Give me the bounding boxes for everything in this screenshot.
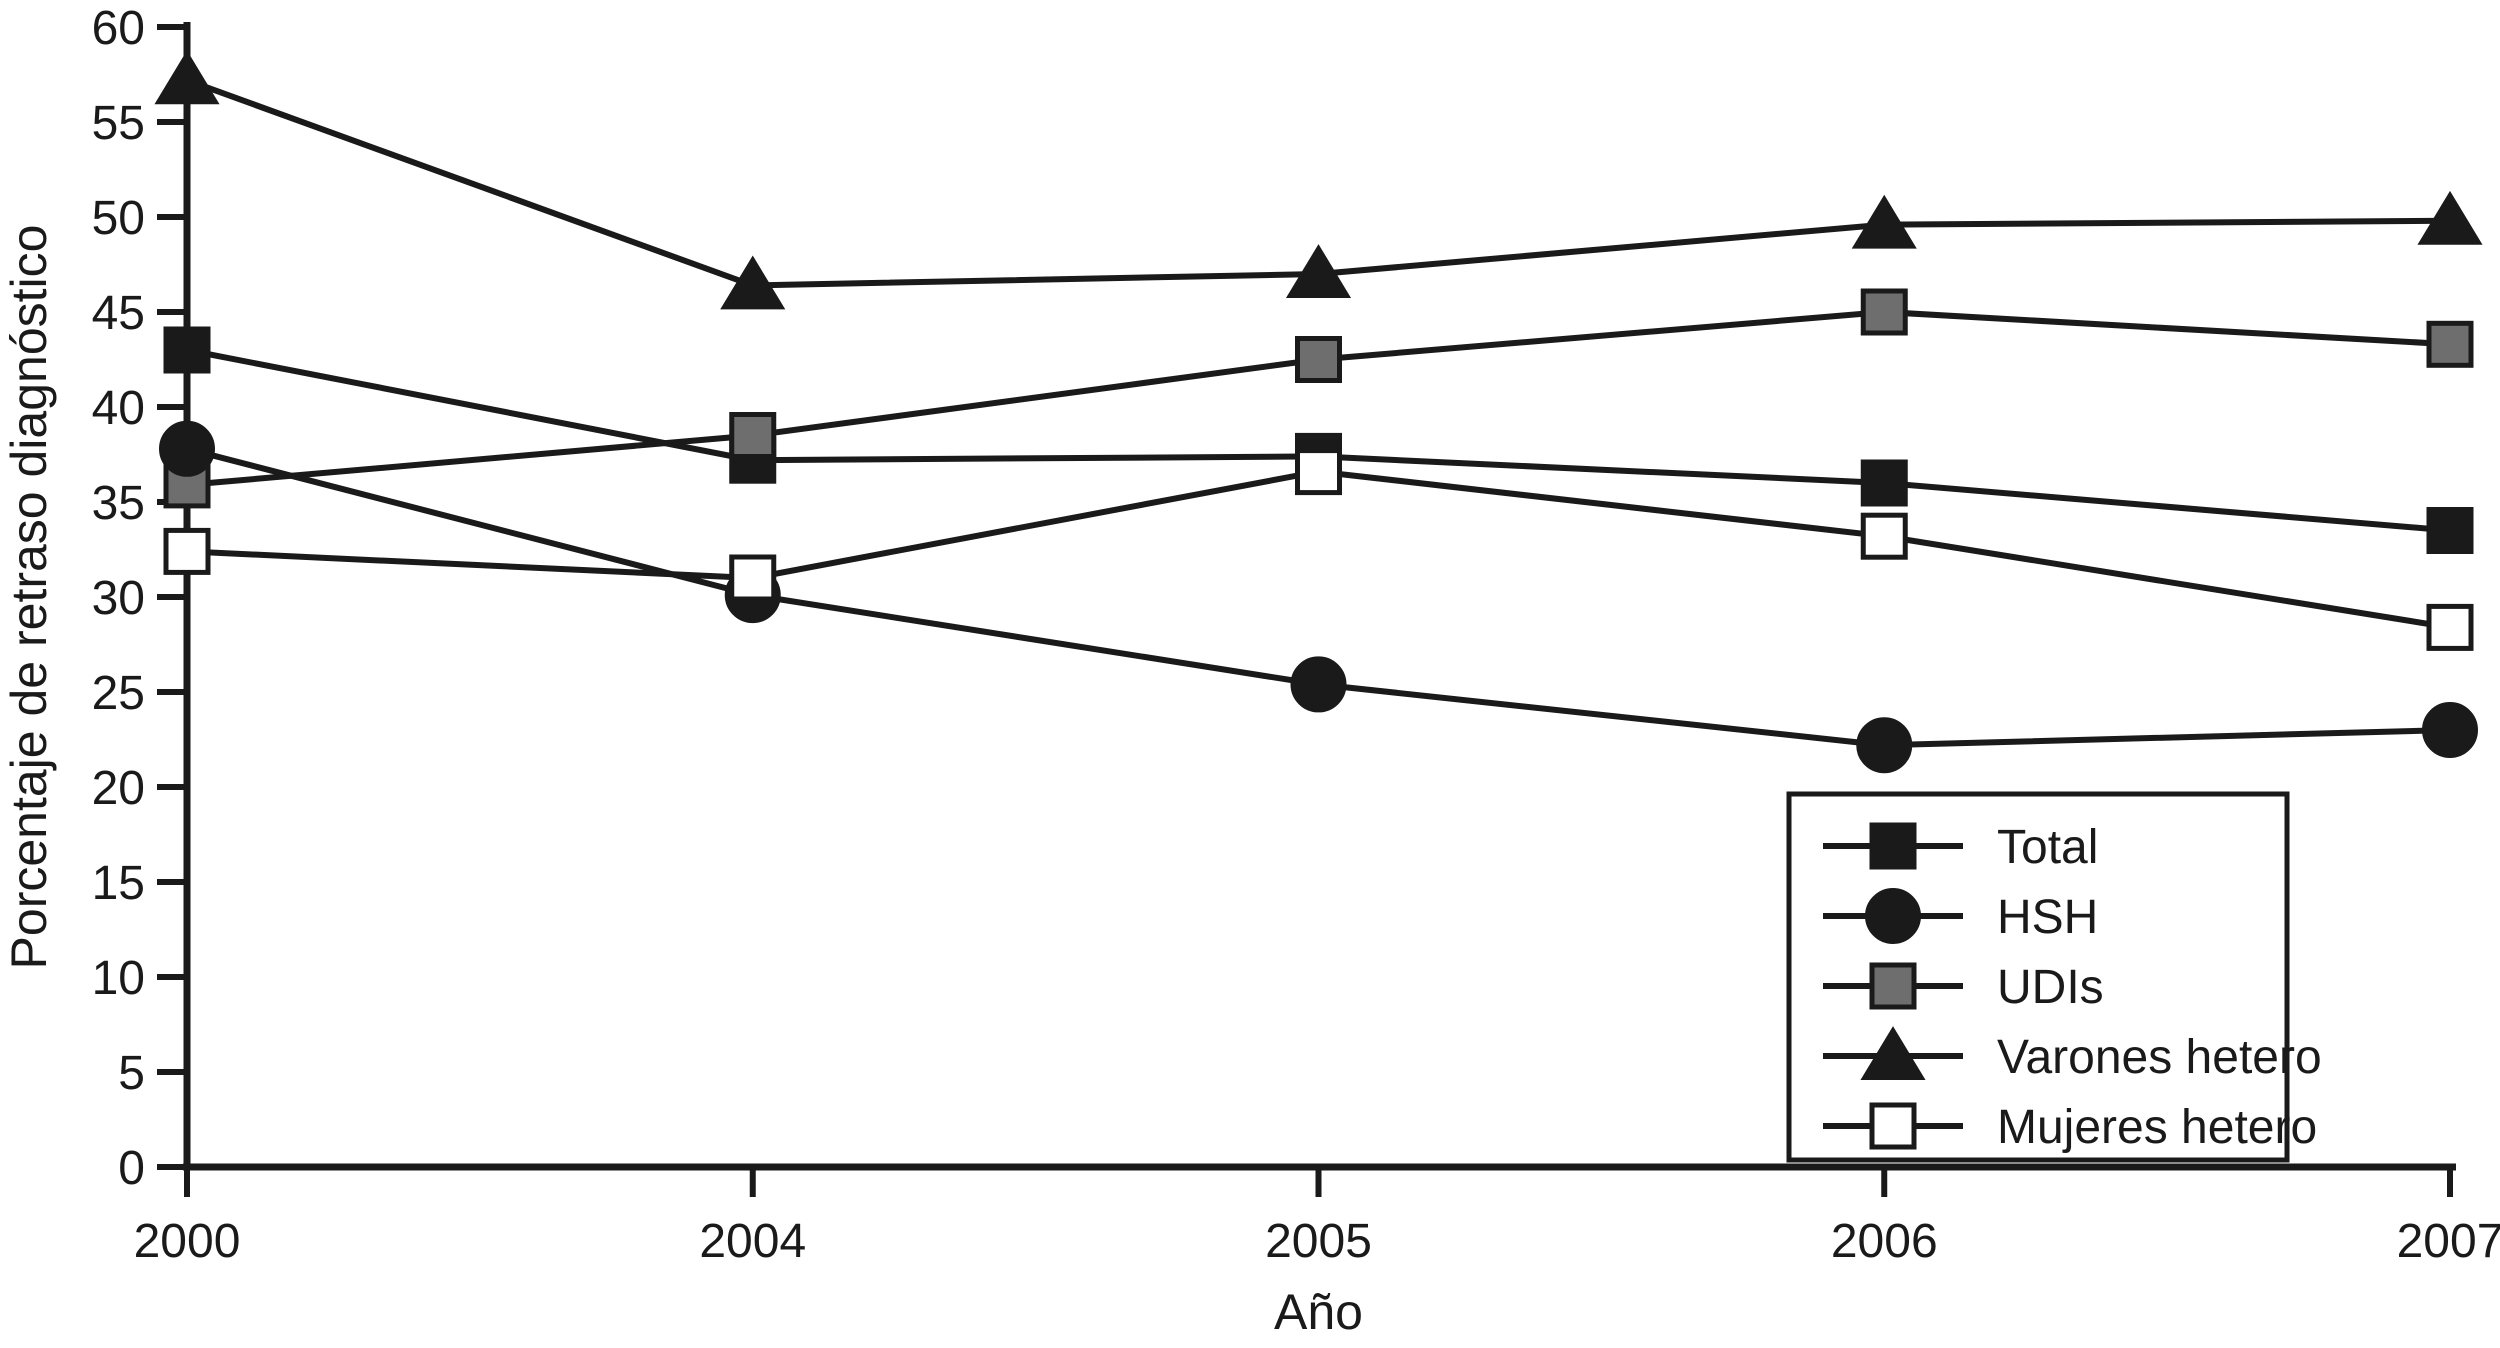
legend-label: Varones hetero: [1997, 1031, 2322, 1084]
x-axis-title: Año: [1274, 1284, 1363, 1340]
series-marker-varones-hetero: [2417, 190, 2483, 245]
series-marker-varones-hetero: [720, 255, 786, 310]
y-axis-tick-label: 20: [92, 762, 145, 815]
y-axis-tick-label: 5: [118, 1047, 145, 1100]
series-marker-mujeres-hetero: [1295, 448, 1342, 496]
series-marker-udis: [1860, 288, 1908, 336]
series-marker-udis: [1295, 336, 1342, 383]
y-axis-tick-label: 25: [92, 667, 145, 720]
series-marker-udis: [2426, 320, 2474, 368]
legend-marker-udis: [1869, 962, 1917, 1010]
series-marker-hsh: [159, 420, 215, 477]
x-axis-tick-label: 2000: [134, 1215, 241, 1268]
series-marker-varones-hetero: [1851, 194, 1917, 249]
legend-marker-hsh: [1865, 888, 1921, 944]
y-axis-tick-label: 50: [92, 192, 145, 245]
y-axis-tick-label: 15: [92, 857, 145, 910]
legend-label: Total: [1997, 821, 2098, 874]
y-axis-tick-label: 45: [92, 287, 145, 340]
series-marker-hsh: [2422, 702, 2478, 758]
series-marker-mujeres-hetero: [163, 527, 211, 575]
series-marker-mujeres-hetero: [1860, 512, 1908, 560]
y-axis-tick-label: 40: [92, 382, 145, 435]
x-axis-tick-label: 2004: [699, 1215, 806, 1268]
series-marker-total: [2426, 507, 2474, 554]
y-axis-tick-label: 30: [92, 572, 145, 625]
y-axis-tick-label: 35: [92, 477, 145, 530]
x-axis-tick-label: 2007: [2397, 1215, 2500, 1268]
y-axis-tick-label: 10: [92, 952, 145, 1005]
series-marker-total: [163, 326, 211, 374]
series-marker-udis: [729, 412, 777, 459]
legend-label: HSH: [1997, 891, 2098, 944]
legend-label: Mujeres hetero: [1997, 1101, 2317, 1154]
legend-label: UDIs: [1997, 961, 2104, 1014]
legend-marker-mujeres-hetero: [1869, 1102, 1917, 1150]
y-axis-tick-label: 0: [118, 1142, 145, 1195]
series-marker-mujeres-hetero: [729, 554, 777, 602]
x-axis-tick-label: 2005: [1265, 1215, 1372, 1268]
series-marker-varones-hetero: [1285, 244, 1352, 298]
series-marker-hsh: [1856, 717, 1913, 774]
y-axis-tick-label: 55: [92, 97, 145, 150]
y-axis-title: Porcentaje de retraso diagnóstico: [1, 225, 57, 970]
y-axis-tick-label: 60: [92, 2, 145, 55]
series-marker-mujeres-hetero: [2426, 603, 2474, 651]
legend-marker-varones-hetero: [1860, 1026, 1926, 1080]
series-marker-hsh: [1290, 656, 1347, 713]
series-marker-total: [1860, 459, 1908, 507]
legend-marker-total: [1869, 822, 1917, 870]
x-axis-tick-label: 2006: [1831, 1215, 1938, 1268]
series-marker-varones-hetero: [154, 50, 220, 105]
